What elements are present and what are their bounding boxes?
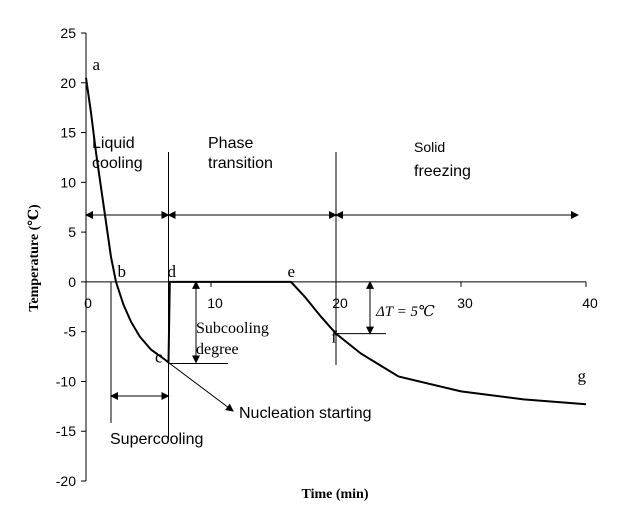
point-label-e: e bbox=[288, 262, 296, 281]
point-label-f: f bbox=[331, 328, 337, 347]
x-axis-title: Time (min) bbox=[301, 487, 368, 502]
y-axis-title: Temperature (℃) bbox=[27, 204, 42, 312]
x-tick-label: 10 bbox=[207, 295, 223, 311]
x-tick-label: 20 bbox=[332, 295, 348, 311]
freezing-curve-line bbox=[85, 77, 587, 406]
x-tick-label: 30 bbox=[457, 295, 473, 311]
point-label-c: c bbox=[155, 348, 163, 367]
nucleation-starting-label: Nucleation starting bbox=[239, 405, 372, 422]
point-label-g: g bbox=[578, 366, 587, 385]
subcooling-degree-label: Subcooling degree bbox=[196, 320, 273, 358]
supercooling-label: Supercooling bbox=[110, 431, 203, 448]
point-label-b: b bbox=[118, 262, 127, 281]
point-label-a: a bbox=[93, 55, 101, 74]
y-tick-label: -10 bbox=[56, 373, 76, 389]
x-tick-label: 40 bbox=[582, 295, 598, 311]
point-label-d: d bbox=[168, 262, 177, 281]
y-tick-label: 25 bbox=[60, 25, 76, 41]
stage-label-liquid-cooling: Liquid cooling bbox=[92, 135, 143, 172]
y-tick-label: 20 bbox=[60, 75, 76, 91]
stage-label-phase-transition: Phase transition bbox=[208, 135, 273, 172]
y-tick-label: 0 bbox=[68, 274, 76, 290]
delta-t-label: ΔT = 5℃ bbox=[375, 304, 435, 320]
y-tick-label: -20 bbox=[56, 473, 76, 489]
y-tick-label: 5 bbox=[68, 224, 76, 240]
y-tick-label: 15 bbox=[60, 125, 76, 141]
y-tick-label: -5 bbox=[64, 324, 77, 340]
nucleation-pointer-arrow bbox=[168, 362, 234, 412]
x-tick-label: 0 bbox=[84, 295, 92, 311]
y-tick-label: 10 bbox=[60, 174, 76, 190]
stage-label-solid-freezing: Solid freezing bbox=[414, 139, 471, 180]
y-tick-label: -15 bbox=[56, 423, 76, 439]
